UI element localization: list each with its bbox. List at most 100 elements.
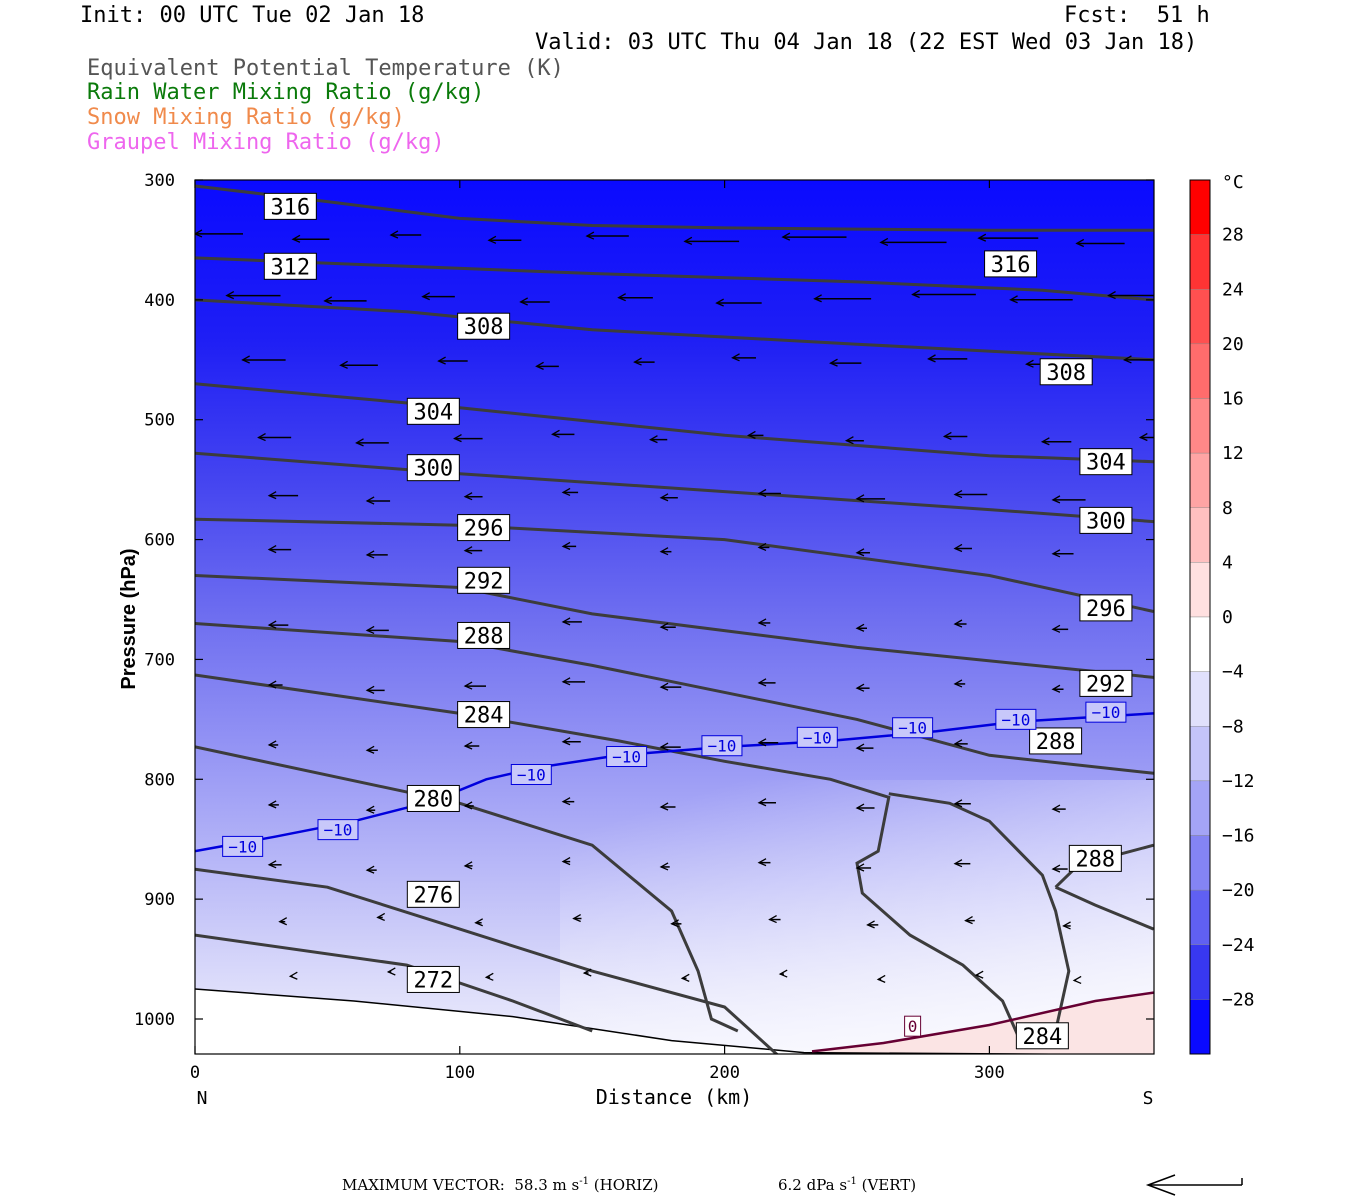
theta-e-label: 276 [406,880,460,908]
wind-vector-head [257,432,266,442]
theta-e-label: 300 [1079,506,1133,534]
horiz-value: 58.3 m s [514,1176,580,1194]
isotherm-label: −10 [995,708,1037,730]
isotherm-label-text: −10 [1001,710,1030,729]
wind-vector-head [1051,864,1061,873]
wind-vector-head [278,917,288,926]
wind-vector-head [942,431,952,441]
wind-vector-head [757,542,767,552]
colorbar-label: −16 [1222,826,1255,847]
theta-e-label-text: 288 [1036,730,1076,755]
theta-e-contour-284 [1054,885,1154,931]
theta-e-label: 304 [406,397,460,425]
theta-e-label-text: 312 [270,255,310,280]
legend-snow: Snow Mixing Ratio (g/kg) [87,105,405,130]
wind-vector-head [879,237,889,247]
colorbar-label: 20 [1222,334,1244,355]
wind-vector-head [781,232,791,241]
wind-vector-head [680,973,690,982]
wind-vector-head [855,863,865,872]
y-tick-label: 900 [144,890,175,910]
wind-vector-head [1138,432,1148,442]
x-axis-label: Distance (km) [596,1085,753,1109]
wind-vector-head [1009,295,1018,304]
wind-vector-head [376,912,386,922]
wind-vector-head [1040,437,1050,446]
wind-vector-head [953,799,963,808]
colorbar-label: −12 [1222,771,1255,792]
wind-vector-head [617,293,627,302]
wind-vector-head [339,360,348,369]
wind-vector-head [291,234,301,243]
wind-vector-head [463,801,473,810]
wind-vector-head [267,680,277,689]
wind-vector-head [519,297,529,306]
vert-value: 6.2 dPa s [778,1176,848,1194]
theta-e-contour-316 [195,256,1154,302]
theta-e-label-text: 288 [1075,847,1115,872]
colorbar-segment [1189,562,1211,618]
wind-vector-head [267,491,277,500]
isotherm-0 [811,991,1154,1053]
theta-e-label: 288 [457,621,511,649]
theta-e-contour-280 [195,867,779,1054]
wind-vector-head [561,487,571,497]
max-vector-arrow [1145,1174,1243,1196]
wind-vector-head [778,969,788,978]
y-tick-label: 800 [144,770,175,790]
wind-vector-head [715,298,724,307]
wind-vector-head [757,488,767,498]
wind-vector-head [1072,975,1082,985]
isotherm-label-text: −10 [898,719,927,738]
wind-vector-head [876,974,886,983]
theta-e-label-text: 292 [464,569,504,594]
theta-e-label-text: 296 [464,517,504,542]
legend-graupel: Graupel Mixing Ratio (g/kg) [87,130,445,155]
wind-vector-head [365,685,375,694]
wind-vector-head [365,865,375,874]
wind-vector-head [659,862,669,871]
theta-e-label-text: 280 [413,787,453,812]
wind-vector-head [1062,921,1071,930]
wind-vector-head [649,435,658,444]
x-tick-label: 100 [444,1063,475,1083]
x-axis-north: N [197,1088,208,1109]
legend-rain: Rain Water Mixing Ratio (g/kg) [87,80,485,105]
colorbar-label: 8 [1222,498,1233,519]
wind-vector-head [1122,355,1132,364]
wind-vector-head [225,291,235,300]
y-tick-label: 1000 [134,1010,175,1030]
colorbar-segment [1189,726,1211,782]
theta-e-label-text: 316 [270,195,310,220]
wind-vector-head [365,550,375,559]
isotherm-label: −10 [701,735,743,757]
wind-vector-head [855,803,865,812]
colorbar-segment [1189,944,1211,1000]
wind-vector-head [953,489,963,499]
theta-e-label-text: 308 [1046,361,1086,386]
theta-e-contour-304 [195,451,1154,524]
colorbar-label: −24 [1222,935,1255,956]
theta-e-label: 308 [457,312,511,340]
theta-e-label: 296 [457,514,511,542]
wind-vector-head [855,494,865,503]
colorbar-segment [1189,889,1211,945]
isotherm-label: −10 [606,746,648,768]
wind-vector-head [964,916,973,925]
wind-vector-head [561,541,571,550]
colorbar-label: −4 [1222,662,1244,683]
y-tick-label: 500 [144,411,175,431]
terrain-mask [195,989,1154,1054]
theta-e-contour-296 [195,574,1154,679]
wind-vector-head [463,741,473,750]
y-axis-label: Pressure (hPa) [118,548,140,689]
wind-vector-head [1051,684,1061,693]
colorbar-label: 24 [1222,279,1244,300]
horiz-unit: (HORIZ) [593,1176,659,1194]
theta-e-label-text: 296 [1086,597,1126,622]
colorbar-segment [1189,234,1211,290]
wind-vector-head [561,737,571,746]
isotherm-label-text: −10 [324,821,353,840]
theta-e-label: 272 [406,965,460,993]
lowlevel-warm-shading [560,780,1154,1054]
